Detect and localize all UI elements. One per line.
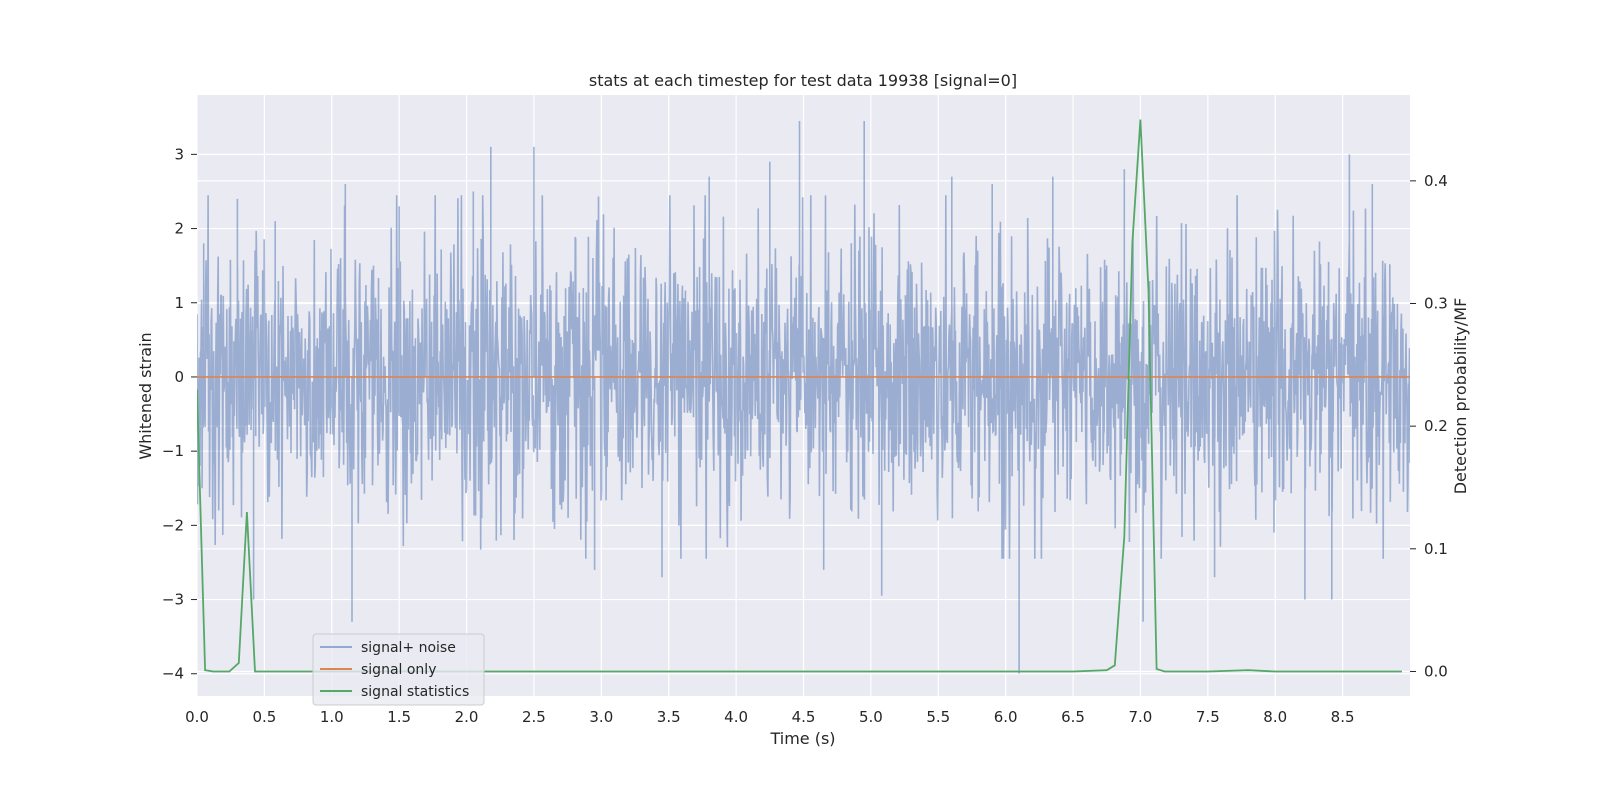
y-tick-label: −3: [162, 591, 184, 609]
y2-tick-label: 0.0: [1424, 662, 1448, 680]
y2-tick-label: 0.2: [1424, 417, 1448, 435]
y2-tick-label: 0.1: [1424, 540, 1448, 558]
x-tick-label: 3.0: [589, 708, 613, 726]
x-tick-label: 3.5: [657, 708, 681, 726]
y-tick-label: 2: [174, 220, 184, 238]
x-tick-label: 4.5: [792, 708, 816, 726]
x-tick-label: 4.0: [724, 708, 748, 726]
y2-axis-label: Detection probability/MF: [1451, 298, 1470, 495]
x-tick-label: 5.5: [926, 708, 950, 726]
series-layer: [197, 119, 1410, 674]
y-axis-ticks: 3 2 1 0 −1 −2 −3 −4: [162, 145, 197, 683]
y-tick-label: 3: [174, 145, 184, 163]
x-axis-ticks: 0.0 0.5 1.0 1.5 2.0 2.5 3.0 3.5 4.0 4.5 5.0 5.5 6.0 6…: [185, 708, 1354, 726]
y-tick-label: 0: [174, 368, 184, 386]
x-tick-label: 2.0: [455, 708, 479, 726]
chart-title: stats at each timestep for test data 199…: [589, 71, 1017, 90]
legend-label-signal-noise: signal+ noise: [361, 640, 456, 656]
series-signal-statistics: [197, 119, 1402, 673]
y-axis-label: Whitened strain: [136, 332, 155, 459]
x-tick-label: 7.5: [1196, 708, 1220, 726]
legend-label-signal-only: signal only: [361, 662, 436, 678]
legend-box: [312, 633, 485, 706]
x-tick-label: 1.0: [320, 708, 344, 726]
x-tick-label: 2.5: [522, 708, 546, 726]
series-signal-noise: [197, 121, 1410, 674]
y-tick-label: −4: [162, 665, 184, 683]
x-tick-label: 8.5: [1331, 708, 1355, 726]
legend-label-signal-statistics: signal statistics: [361, 684, 469, 700]
x-tick-label: 0.0: [185, 708, 209, 726]
x-tick-label: 0.5: [252, 708, 276, 726]
x-axis-label: Time (s): [769, 729, 835, 748]
y-tick-label: −2: [162, 516, 184, 534]
x-tick-label: 5.0: [859, 708, 883, 726]
y2-axis-ticks: 0.4 0.3 0.2 0.1 0.0: [1410, 172, 1448, 680]
y-tick-label: 1: [174, 294, 184, 312]
x-tick-label: 1.5: [387, 708, 411, 726]
y-tick-label: −1: [162, 442, 184, 460]
x-tick-label: 6.0: [994, 708, 1018, 726]
x-tick-label: 8.0: [1263, 708, 1287, 726]
legend: signal+ noise signal only signal statist…: [312, 633, 485, 706]
x-tick-label: 6.5: [1061, 708, 1085, 726]
y2-tick-label: 0.4: [1424, 172, 1448, 190]
y2-tick-label: 0.3: [1424, 295, 1448, 313]
x-tick-label: 7.0: [1129, 708, 1153, 726]
